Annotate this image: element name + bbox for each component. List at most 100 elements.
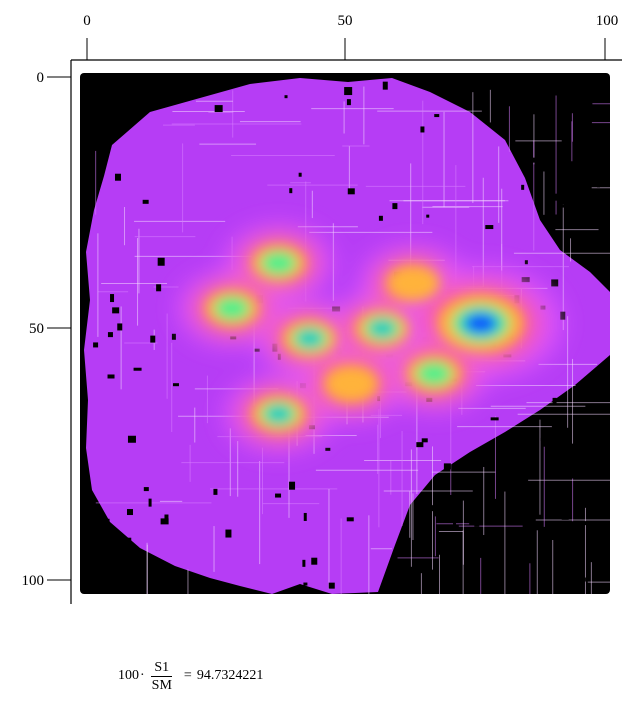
- hotspot-core-5: [464, 313, 497, 334]
- formula-operator: ·: [140, 668, 145, 683]
- speckle: [104, 518, 110, 522]
- speckle: [347, 188, 355, 195]
- grid-texture: [93, 81, 610, 594]
- speckle: [142, 199, 149, 204]
- speckle: [561, 515, 569, 520]
- speckle: [346, 99, 351, 106]
- hotspot-core-8: [325, 366, 378, 401]
- speckle: [127, 435, 136, 443]
- speckle: [143, 91, 151, 98]
- hotspot-core-7: [266, 406, 291, 423]
- speckle: [552, 397, 557, 404]
- speckle: [542, 147, 548, 153]
- speckle: [112, 307, 120, 314]
- x-tick-label-50: 50: [338, 13, 353, 29]
- speckle: [214, 105, 223, 113]
- speckle: [225, 529, 232, 538]
- hotspot-core-0: [260, 251, 297, 276]
- speckle: [114, 173, 121, 181]
- speckle: [551, 279, 559, 287]
- speckle: [289, 188, 293, 194]
- speckle: [346, 517, 354, 522]
- speckle: [311, 557, 318, 565]
- speckle: [420, 126, 425, 133]
- speckle: [344, 87, 353, 96]
- speckle: [437, 492, 441, 500]
- speckle: [443, 463, 451, 470]
- speckle: [490, 417, 499, 421]
- speckle: [434, 114, 440, 118]
- speckle: [485, 225, 494, 230]
- speckle: [579, 161, 584, 170]
- x-tick-label-0: 0: [83, 13, 91, 29]
- speckle: [303, 582, 308, 586]
- speckle: [133, 367, 142, 371]
- formula-equals: =: [183, 668, 192, 683]
- hotspot-core-4: [387, 266, 440, 301]
- speckle: [143, 487, 149, 492]
- speckle: [596, 183, 600, 188]
- speckle: [302, 559, 306, 567]
- hotspot-core-6: [416, 361, 453, 386]
- speckle: [298, 172, 302, 177]
- speckle: [126, 509, 133, 516]
- speckle: [378, 215, 383, 221]
- speckle: [148, 498, 152, 507]
- speckle: [107, 332, 113, 338]
- speckle: [382, 81, 388, 90]
- speckle: [540, 437, 548, 441]
- speckle: [107, 374, 115, 379]
- speckle: [552, 193, 560, 201]
- speckle: [95, 101, 103, 110]
- speckle: [123, 537, 132, 544]
- speckle: [560, 204, 567, 208]
- formula: 100 · S1 SM = 94.7324221: [118, 651, 263, 701]
- speckle: [150, 335, 156, 343]
- formula-coefficient: 100: [118, 668, 139, 683]
- speckle: [548, 497, 557, 505]
- speckle: [110, 294, 115, 303]
- speckle: [325, 447, 331, 451]
- speckle: [521, 184, 525, 190]
- speckle: [160, 518, 169, 525]
- speckle: [93, 342, 99, 348]
- hotspots: [206, 246, 523, 432]
- speckle: [328, 582, 335, 589]
- speckle: [97, 148, 106, 155]
- speckle: [164, 514, 169, 520]
- formula-result: 94.7324221: [196, 668, 264, 683]
- speckle: [444, 502, 449, 510]
- speckle: [171, 333, 176, 340]
- formula-fraction: S1 SM: [149, 659, 175, 694]
- speckle: [172, 383, 179, 387]
- speckle: [254, 348, 260, 352]
- speckle: [550, 452, 554, 459]
- speckle: [420, 510, 424, 519]
- axes: 0 50 100 0 50 100: [22, 13, 622, 604]
- formula-numerator: S1: [151, 659, 173, 677]
- y-tick-label-100: 100: [22, 573, 45, 589]
- speckle: [577, 577, 586, 582]
- speckle: [392, 203, 398, 210]
- hotspot-core-1: [214, 296, 251, 321]
- x-tick-label-100: 100: [596, 13, 619, 29]
- speckle: [426, 214, 430, 218]
- speckle: [577, 440, 585, 448]
- hotspot-core-3: [370, 320, 395, 337]
- speckle: [430, 505, 434, 512]
- y-tick-label-0: 0: [37, 70, 45, 86]
- speckle: [117, 323, 123, 331]
- speckle: [524, 260, 528, 265]
- speckle: [532, 157, 541, 163]
- formula-denominator: SM: [151, 677, 172, 693]
- speckle: [532, 87, 536, 95]
- speckle: [453, 520, 457, 527]
- heatmap-chart: 0 50 100 0 50 100: [22, 13, 622, 604]
- speckle: [507, 517, 515, 525]
- speckle: [303, 512, 307, 521]
- speckle: [289, 481, 296, 490]
- speckle: [582, 521, 587, 526]
- speckle: [421, 438, 428, 443]
- speckle: [546, 451, 551, 457]
- heatmap-surface: [80, 73, 610, 594]
